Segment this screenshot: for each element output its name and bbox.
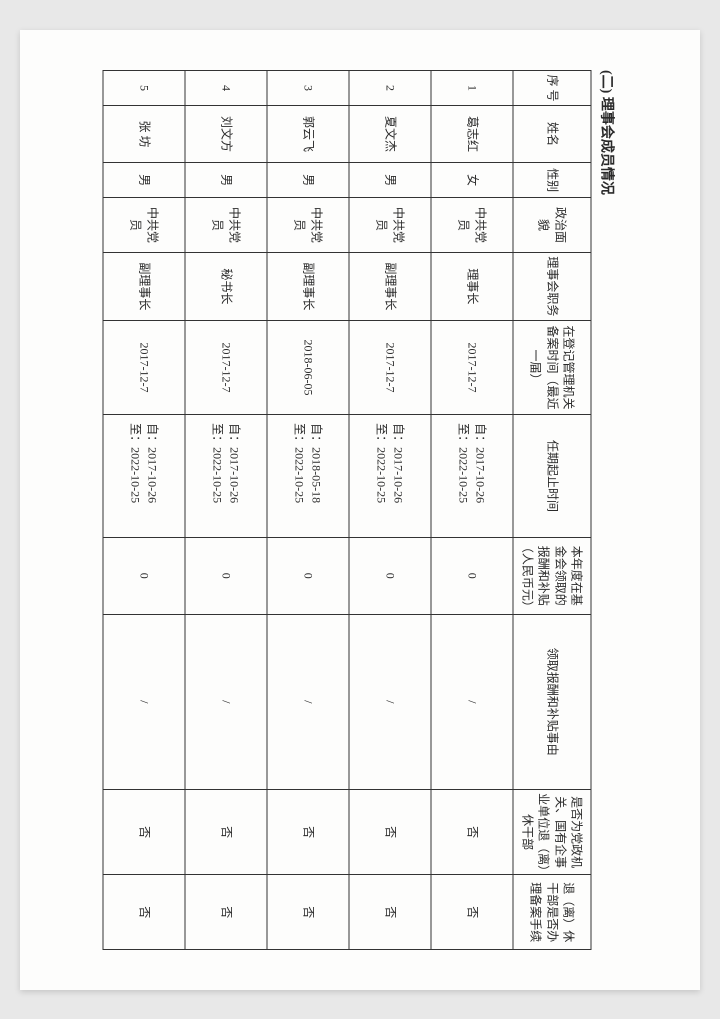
header-political: 政治面貌 <box>513 197 591 252</box>
cell-term: 自：2017-10-26至：2022-10-25 <box>431 414 513 537</box>
cell-seq: 3 <box>267 70 349 105</box>
term-from: 自：2017-10-26 <box>472 423 488 529</box>
cell-political: 中共党员 <box>267 197 349 252</box>
table-row: 4刘文方男中共党员秘书长2017-12-7自：2017-10-26至：2022-… <box>185 70 267 949</box>
table-row: 1葛志红女中共党员理事长2017-12-7自：2017-10-26至：2022-… <box>431 70 513 949</box>
cell-political: 中共党员 <box>431 197 513 252</box>
cell-retired-proc: 否 <box>431 874 513 949</box>
cell-salary: 0 <box>349 537 431 614</box>
term-to: 至：2022-10-25 <box>210 423 226 529</box>
header-sex: 性别 <box>513 162 591 197</box>
cell-reason: / <box>431 614 513 789</box>
term-from: 自：2017-10-26 <box>390 423 406 529</box>
cell-is-gov: 否 <box>103 789 185 874</box>
table-row: 3郭云飞男中共党员副理事长2018-06-05自：2018-05-18至：202… <box>267 70 349 949</box>
cell-sex: 女 <box>431 162 513 197</box>
cell-position: 副理事长 <box>103 252 185 320</box>
header-seq: 序 号 <box>513 70 591 105</box>
cell-position: 理事长 <box>431 252 513 320</box>
header-retired-proc: 退（离）休干部是否办理备案手续 <box>513 874 591 949</box>
section-title: (二) 理事会成员情况 <box>598 70 618 950</box>
cell-name: 夏文杰 <box>349 105 431 162</box>
cell-political: 中共党员 <box>349 197 431 252</box>
cell-term: 自：2017-10-26至：2022-10-25 <box>349 414 431 537</box>
cell-reg-time: 2017-12-7 <box>431 320 513 414</box>
cell-is-gov: 否 <box>185 789 267 874</box>
cell-reason: / <box>349 614 431 789</box>
cell-term: 自：2017-10-26至：2022-10-25 <box>185 414 267 537</box>
cell-sex: 男 <box>267 162 349 197</box>
header-term: 任期起止时间 <box>513 414 591 537</box>
cell-position: 副理事长 <box>349 252 431 320</box>
cell-term: 自：2017-10-26至：2022-10-25 <box>103 414 185 537</box>
cell-is-gov: 否 <box>267 789 349 874</box>
cell-seq: 1 <box>431 70 513 105</box>
cell-salary: 0 <box>185 537 267 614</box>
page-scan: (二) 理事会成员情况 序 号 姓名 性别 政治面貌 理事会职务 在登记管理机关… <box>20 30 700 990</box>
header-reason: 领取报酬和补贴事由 <box>513 614 591 789</box>
term-to: 至：2022-10-25 <box>374 423 390 529</box>
cell-name: 刘文方 <box>185 105 267 162</box>
cell-is-gov: 否 <box>349 789 431 874</box>
header-salary: 本年度在基金会领取的报酬和补贴（人民币元） <box>513 537 591 614</box>
table-row: 2夏文杰男中共党员副理事长2017-12-7自：2017-10-26至：2022… <box>349 70 431 949</box>
term-from: 自：2017-10-26 <box>144 423 160 529</box>
table-row: 5张 坊男中共党员副理事长2017-12-7自：2017-10-26至：2022… <box>103 70 185 949</box>
cell-seq: 5 <box>103 70 185 105</box>
term-to: 至：2022-10-25 <box>128 423 144 529</box>
cell-position: 副理事长 <box>267 252 349 320</box>
cell-seq: 4 <box>185 70 267 105</box>
cell-political: 中共党员 <box>185 197 267 252</box>
cell-name: 张 坊 <box>103 105 185 162</box>
table-header-row: 序 号 姓名 性别 政治面貌 理事会职务 在登记管理机关备案时间（最近一届） 任… <box>513 70 591 949</box>
cell-seq: 2 <box>349 70 431 105</box>
cell-retired-proc: 否 <box>103 874 185 949</box>
cell-is-gov: 否 <box>431 789 513 874</box>
cell-retired-proc: 否 <box>349 874 431 949</box>
cell-reason: / <box>185 614 267 789</box>
header-is-gov: 是否为党政机关、国有企事业单位退（离）休干部 <box>513 789 591 874</box>
cell-retired-proc: 否 <box>267 874 349 949</box>
header-position: 理事会职务 <box>513 252 591 320</box>
cell-position: 秘书长 <box>185 252 267 320</box>
rotated-content: (二) 理事会成员情况 序 号 姓名 性别 政治面貌 理事会职务 在登记管理机关… <box>103 70 618 950</box>
term-from: 自：2018-05-18 <box>308 423 324 529</box>
cell-name: 葛志红 <box>431 105 513 162</box>
cell-political: 中共党员 <box>103 197 185 252</box>
board-members-table: 序 号 姓名 性别 政治面貌 理事会职务 在登记管理机关备案时间（最近一届） 任… <box>103 70 592 950</box>
cell-name: 郭云飞 <box>267 105 349 162</box>
header-name: 姓名 <box>513 105 591 162</box>
cell-salary: 0 <box>103 537 185 614</box>
cell-reg-time: 2017-12-7 <box>103 320 185 414</box>
term-to: 至：2022-10-25 <box>456 423 472 529</box>
cell-salary: 0 <box>267 537 349 614</box>
cell-sex: 男 <box>103 162 185 197</box>
cell-sex: 男 <box>185 162 267 197</box>
cell-term: 自：2018-05-18至：2022-10-25 <box>267 414 349 537</box>
cell-reg-time: 2017-12-7 <box>185 320 267 414</box>
cell-reg-time: 2017-12-7 <box>349 320 431 414</box>
cell-reason: / <box>267 614 349 789</box>
term-to: 至：2022-10-25 <box>292 423 308 529</box>
cell-sex: 男 <box>349 162 431 197</box>
header-reg-time: 在登记管理机关备案时间（最近一届） <box>513 320 591 414</box>
cell-salary: 0 <box>431 537 513 614</box>
table-body: 1葛志红女中共党员理事长2017-12-7自：2017-10-26至：2022-… <box>103 70 513 949</box>
cell-reason: / <box>103 614 185 789</box>
cell-reg-time: 2018-06-05 <box>267 320 349 414</box>
term-from: 自：2017-10-26 <box>226 423 242 529</box>
cell-retired-proc: 否 <box>185 874 267 949</box>
